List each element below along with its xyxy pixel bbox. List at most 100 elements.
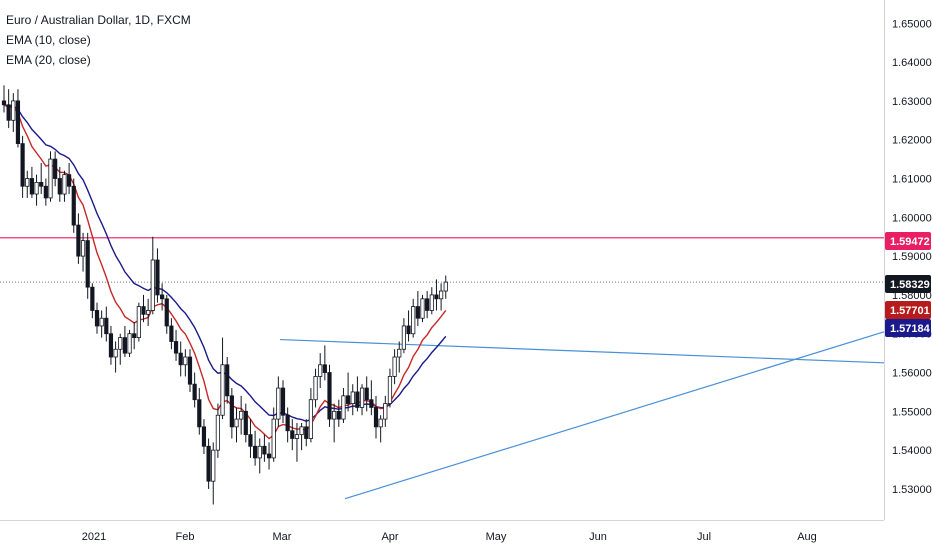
- candle-body: [173, 341, 179, 354]
- candle-body: [90, 286, 95, 311]
- price-badge-ema-20: 1.57184: [885, 319, 931, 337]
- candle-body: [99, 317, 104, 327]
- candle-body: [262, 445, 267, 455]
- candle-body: [220, 364, 225, 416]
- price-badge-horizontal-resistance: 1.59472: [885, 232, 931, 250]
- candle-body: [355, 391, 360, 408]
- price-badges: 1.59472 1.58329 1.57701 1.57184: [885, 232, 931, 337]
- candle-body: [104, 317, 109, 335]
- x-tick-label: Jul: [697, 531, 711, 543]
- candle-body: [327, 372, 332, 420]
- candle-body: [364, 387, 369, 401]
- candle-body: [169, 325, 174, 342]
- y-tick-label: 1.64000: [892, 57, 932, 69]
- candle-body: [20, 143, 25, 187]
- candle-body: [178, 352, 183, 366]
- candle-body: [308, 399, 314, 439]
- candle-body: [420, 298, 425, 319]
- time-axis[interactable]: 2021 Feb Mar Apr May Jun Jul Aug: [82, 531, 817, 543]
- candle-body: [438, 290, 444, 300]
- candle-body: [71, 185, 76, 226]
- candle-body: [276, 387, 281, 420]
- trendlines: [279, 331, 885, 500]
- candle-body: [280, 387, 286, 416]
- candle-body: [313, 376, 318, 401]
- candle-body: [266, 453, 272, 459]
- candle-body: [239, 410, 244, 420]
- price-axis[interactable]: 1.65000 1.64000 1.63000 1.62000 1.61000 1.600…: [892, 18, 932, 496]
- symbol-title[interactable]: Euro / Australian Dollar, 1D, FXCM: [6, 13, 191, 27]
- candle-body: [294, 434, 300, 439]
- candle-body: [25, 178, 30, 187]
- candle-body: [369, 399, 374, 408]
- x-tick-label: Feb: [176, 531, 195, 543]
- candle-body: [155, 259, 160, 296]
- svg-text:1.58329: 1.58329: [890, 279, 930, 291]
- candle-body: [299, 426, 304, 436]
- candle-body: [322, 364, 327, 373]
- candle-body: [127, 333, 132, 354]
- candle-body: [76, 224, 81, 257]
- candle-body: [15, 100, 21, 144]
- candle-body: [29, 178, 35, 195]
- candle-body: [406, 325, 411, 335]
- candle-body: [257, 445, 262, 459]
- candle-body: [197, 399, 202, 428]
- price-badge-last-price: 1.58329: [885, 275, 931, 293]
- candle-body: [80, 240, 86, 257]
- candle-body: [187, 356, 193, 385]
- ema-20-line: [3, 104, 447, 423]
- y-tick-label: 1.63000: [892, 96, 932, 108]
- candle-body: [411, 306, 416, 335]
- y-tick-label: 1.62000: [892, 135, 932, 147]
- candle-body: [434, 294, 439, 300]
- candle-body: [248, 434, 253, 447]
- y-tick-label: 1.56000: [892, 368, 932, 380]
- candle-body: [285, 414, 290, 432]
- y-tick-label: 1.59000: [892, 251, 932, 263]
- price-badge-ema-10: 1.57701: [885, 301, 931, 319]
- candle-body: [201, 426, 207, 447]
- x-tick-label: Mar: [273, 531, 292, 543]
- candle-body: [443, 281, 448, 292]
- candle-body: [53, 158, 58, 179]
- candle-body: [11, 100, 16, 121]
- candle-body: [387, 376, 393, 404]
- trendline[interactable]: [344, 331, 885, 500]
- candle-body: [183, 356, 188, 366]
- svg-text:1.57184: 1.57184: [890, 323, 931, 335]
- candle-body: [67, 174, 72, 187]
- ema-20-label[interactable]: EMA (20, close): [6, 53, 91, 67]
- ema-10-label[interactable]: EMA (10, close): [6, 33, 91, 47]
- candle-body: [341, 395, 346, 420]
- candle-body: [146, 310, 151, 315]
- candle-body: [378, 418, 383, 428]
- candle-body: [85, 240, 90, 288]
- y-tick-label: 1.60000: [892, 212, 932, 224]
- candle-body: [425, 298, 430, 311]
- y-tick-label: 1.61000: [892, 174, 932, 186]
- candle-body: [290, 430, 295, 439]
- x-tick-label: Aug: [797, 531, 817, 543]
- candle-body: [215, 414, 220, 451]
- y-tick-label: 1.55000: [892, 406, 932, 418]
- candle-body: [304, 426, 309, 439]
- svg-text:1.59472: 1.59472: [890, 236, 930, 248]
- candle-body: [271, 418, 276, 459]
- candle-body: [429, 294, 434, 311]
- candle-body: [113, 348, 118, 358]
- candle-body: [373, 407, 379, 428]
- candle-body: [6, 104, 11, 121]
- ema-10-line: [3, 104, 447, 440]
- candle-body: [401, 325, 407, 350]
- x-tick-label: May: [486, 531, 507, 543]
- candle-body: [336, 410, 341, 420]
- candle-body: [234, 418, 239, 428]
- candle-body: [392, 356, 397, 377]
- x-tick-label: Jun: [589, 531, 607, 543]
- candle-body: [94, 310, 100, 327]
- trendline[interactable]: [279, 338, 885, 364]
- candle-body: [57, 178, 62, 195]
- y-tick-label: 1.65000: [892, 18, 932, 30]
